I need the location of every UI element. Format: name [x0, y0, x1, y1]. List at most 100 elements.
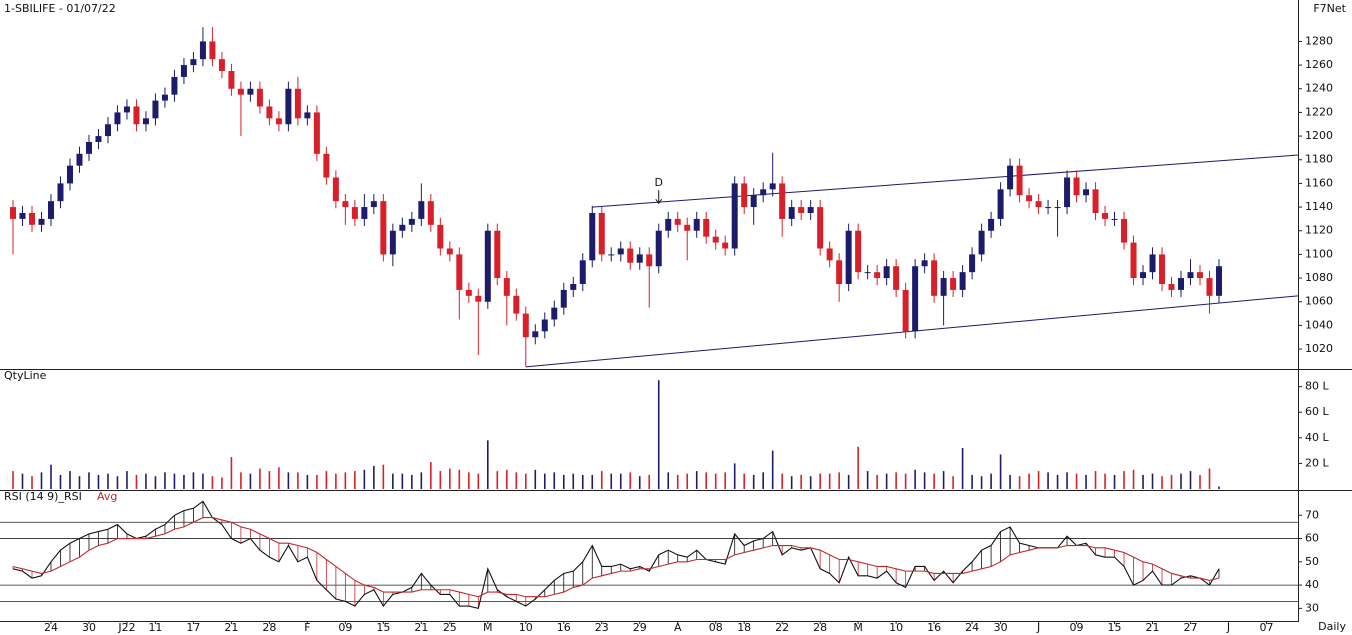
x-tick-label: 30 — [82, 621, 96, 634]
candle-body — [171, 76, 178, 95]
candle-body — [437, 224, 444, 249]
candle-body — [978, 230, 985, 255]
candle-body — [275, 118, 282, 125]
candle-body — [522, 313, 529, 338]
candle-body — [180, 65, 187, 77]
source-label: F7Net — [1313, 2, 1346, 15]
candle-body — [617, 248, 624, 255]
y-tick-label: 1080 — [1305, 271, 1333, 284]
candle-body — [598, 212, 605, 255]
candle-body — [190, 59, 197, 66]
candle-body — [484, 230, 491, 302]
candle-body — [456, 254, 463, 290]
candle-body — [1178, 278, 1185, 290]
candle-body — [541, 319, 548, 332]
x-tick-label: 07 — [1259, 621, 1273, 634]
x-tick-label: 22 — [775, 621, 789, 634]
candle-body — [912, 266, 919, 332]
x-tick-label: 09 — [1070, 621, 1084, 634]
annotation: D — [654, 176, 662, 189]
y-tick-label: 60 L — [1305, 405, 1329, 418]
candle-body — [133, 106, 140, 125]
candle-body — [161, 94, 168, 101]
x-tick-label: 09 — [338, 621, 352, 634]
x-tick-label: 18 — [737, 621, 751, 634]
candle-body — [950, 278, 957, 290]
candle-body — [323, 153, 330, 178]
candle-body — [940, 278, 947, 296]
y-tick-label: 80 L — [1305, 380, 1329, 393]
candle-body — [807, 207, 814, 213]
candle-body — [893, 266, 900, 290]
candle-body — [1092, 189, 1099, 213]
annotation-arrow — [655, 190, 663, 205]
candle-body — [29, 212, 36, 225]
candle-body — [931, 260, 938, 296]
candle-body — [703, 218, 710, 237]
candle-body — [446, 248, 453, 255]
x-tick-label: 10 — [519, 621, 533, 634]
y-tick-label: 50 — [1305, 555, 1319, 568]
y-tick-label: 1220 — [1305, 105, 1333, 118]
candle-body — [579, 260, 586, 284]
candle-body — [370, 201, 377, 208]
candle-body — [883, 266, 890, 279]
candle-body — [209, 41, 216, 60]
candle-body — [152, 100, 159, 119]
candle-body — [247, 88, 254, 95]
candle-body — [494, 230, 501, 279]
candle-body — [294, 88, 301, 119]
y-tick-label: 1200 — [1305, 129, 1333, 142]
x-tick-label: 21 — [414, 621, 428, 634]
y-tick-label: 1100 — [1305, 247, 1333, 260]
candle-body — [959, 272, 966, 290]
candle-body — [199, 41, 206, 60]
candle-body — [313, 112, 320, 154]
candle-body — [47, 201, 54, 219]
candle-body — [988, 218, 995, 231]
x-axis-label: Daily — [1318, 620, 1346, 633]
candle-body — [1073, 177, 1080, 196]
candle-body — [589, 212, 596, 261]
y-tick-label: 1160 — [1305, 176, 1333, 189]
candle-body — [57, 183, 64, 202]
candle-body — [817, 207, 824, 249]
x-tick-label: 21 — [224, 621, 238, 634]
candle-body — [1016, 165, 1023, 196]
candle-body — [1035, 201, 1042, 208]
y-tick-label: 1280 — [1305, 34, 1333, 47]
candle-body — [76, 153, 83, 166]
candle-body — [627, 248, 634, 263]
candle-body — [266, 106, 273, 119]
candle-body — [361, 207, 368, 219]
candle-body — [1159, 254, 1166, 284]
candle-body — [1197, 272, 1204, 279]
candle-body — [1121, 218, 1128, 243]
candle-body — [256, 88, 263, 107]
candle-body — [760, 189, 767, 196]
candle-body — [636, 254, 643, 263]
candle-body — [1102, 212, 1109, 219]
x-tick-label: 21 — [1146, 621, 1160, 634]
candle-body — [1206, 278, 1213, 296]
y-tick-label: 1140 — [1305, 200, 1333, 213]
x-tick-label: 28 — [813, 621, 827, 634]
candle-body — [1130, 242, 1137, 279]
candle-body — [655, 230, 662, 267]
candle-body — [304, 112, 311, 119]
candle-body — [1168, 283, 1175, 290]
y-tick-label: 1180 — [1305, 153, 1333, 166]
y-tick-label: 1260 — [1305, 58, 1333, 71]
x-tick-label: M — [483, 621, 493, 634]
x-tick-label: A — [674, 621, 682, 634]
candle-body — [836, 260, 843, 284]
candle-body — [855, 230, 862, 273]
y-tick-label: 40 — [1305, 578, 1319, 591]
candle-body — [1187, 272, 1194, 279]
candle-body — [1007, 165, 1014, 190]
candle-body — [1064, 177, 1071, 208]
candle-body — [779, 183, 786, 219]
candle-body — [712, 236, 719, 243]
x-tick-label: 27 — [1184, 621, 1198, 634]
